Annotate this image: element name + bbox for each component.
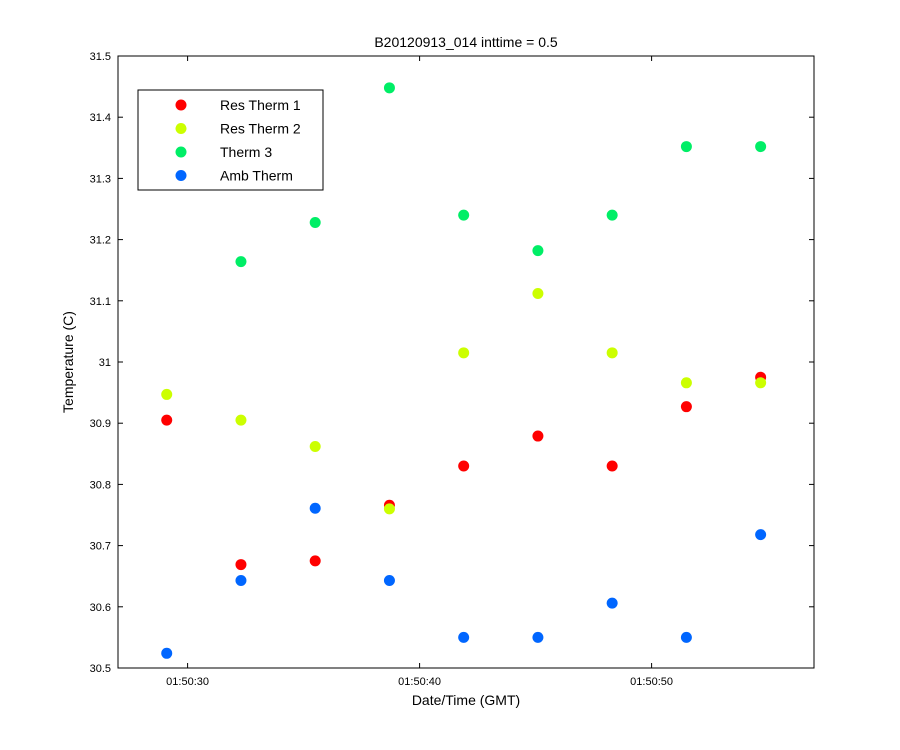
data-point <box>235 559 247 571</box>
legend-label: Therm 3 <box>220 144 272 160</box>
legend-label: Amb Therm <box>220 168 293 184</box>
y-tick-label: 31.5 <box>90 51 111 63</box>
data-point <box>532 631 544 643</box>
data-point <box>755 141 767 153</box>
data-point <box>161 414 173 426</box>
series-res-therm-2 <box>161 287 767 515</box>
data-point <box>680 141 692 153</box>
y-tick-label: 31.3 <box>90 173 111 185</box>
data-point <box>755 529 767 541</box>
data-point <box>383 503 395 515</box>
legend: Res Therm 1 Res Therm 2 Therm 3 Amb Therm <box>137 89 324 191</box>
x-tick-label: 01:50:30 <box>166 676 209 688</box>
legend-marker <box>175 99 187 111</box>
data-point <box>235 256 247 268</box>
legend-box <box>137 89 324 191</box>
y-tick-label: 31.4 <box>90 112 111 124</box>
data-point <box>532 430 544 442</box>
series-amb-therm <box>161 502 767 659</box>
data-point <box>606 209 618 221</box>
legend-label: Res Therm 1 <box>220 97 301 113</box>
y-tick-label: 31 <box>99 357 111 369</box>
plot-frame <box>117 55 815 669</box>
legend-marker <box>175 146 187 158</box>
x-axis-title: Date/Time (GMT) <box>412 692 520 708</box>
chart-title: B20120913_014 inttime = 0.5 <box>374 34 558 50</box>
data-point <box>458 460 470 472</box>
x-tick-label: 01:50:40 <box>398 676 441 688</box>
data-point <box>680 377 692 389</box>
data-point <box>383 574 395 586</box>
y-tick-label: 30.7 <box>90 541 111 553</box>
legend-marker <box>175 123 187 134</box>
data-point <box>235 414 247 426</box>
x-tick-label: 01:50:50 <box>630 676 673 688</box>
data-point <box>532 245 544 257</box>
series-therm-3 <box>235 82 767 268</box>
data-point <box>161 647 173 659</box>
data-point <box>680 401 692 413</box>
legend-label: Res Therm 2 <box>220 121 301 137</box>
data-point <box>383 82 395 94</box>
data-point <box>161 388 173 400</box>
y-axis-title: Temperature (C) <box>60 311 76 413</box>
data-point <box>235 574 247 586</box>
data-point <box>458 347 470 359</box>
data-point <box>309 555 321 567</box>
y-tick-label: 31.1 <box>90 296 111 308</box>
data-point <box>606 460 618 472</box>
data-point <box>458 209 470 221</box>
legend-marker <box>175 170 187 181</box>
series-res-therm-1 <box>161 371 767 571</box>
data-point <box>458 631 470 643</box>
data-point <box>680 631 692 643</box>
data-point <box>309 440 321 452</box>
data-point <box>309 502 321 514</box>
y-tick-label: 30.8 <box>90 479 111 491</box>
data-point <box>606 597 618 609</box>
data-point <box>309 216 321 228</box>
data-point <box>755 377 767 389</box>
y-tick-label: 31.2 <box>90 235 111 247</box>
data-points <box>161 82 767 659</box>
data-point <box>532 287 544 299</box>
data-point <box>606 347 618 359</box>
y-tick-label: 30.9 <box>90 418 111 430</box>
y-tick-label: 30.6 <box>90 602 111 614</box>
axes: 30.5 30.6 30.7 30.8 30.9 31 31.1 31.2 31.3 31.4 31… <box>90 51 814 688</box>
y-tick-label: 30.5 <box>90 663 111 675</box>
